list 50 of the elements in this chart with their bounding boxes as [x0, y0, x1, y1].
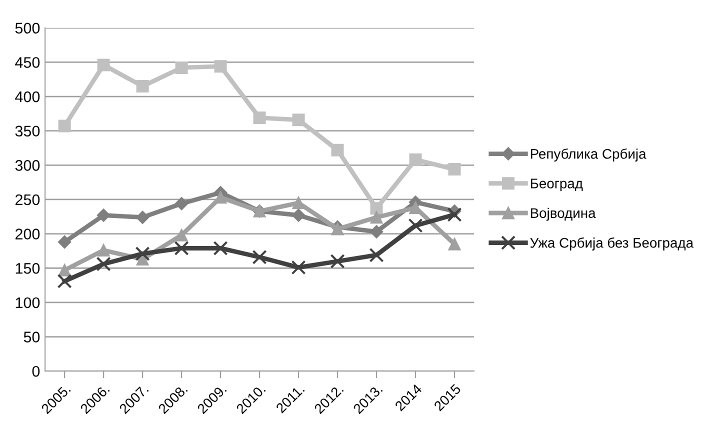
point	[136, 210, 150, 224]
point	[214, 60, 227, 73]
point	[370, 202, 383, 215]
point	[409, 153, 422, 166]
legend-label: Београд	[530, 178, 583, 192]
y-tick-label: 150	[16, 262, 40, 274]
y-tick-label: 200	[15, 228, 40, 240]
point	[174, 240, 189, 256]
point	[97, 58, 110, 72]
y-tick-label: 250	[15, 194, 40, 206]
point	[136, 80, 149, 92]
y-tick-label: 350	[15, 126, 40, 137]
y-tick-label: 500	[15, 22, 40, 34]
point	[291, 260, 306, 275]
point	[175, 228, 188, 242]
point	[292, 208, 306, 222]
point	[370, 211, 383, 224]
point	[292, 196, 305, 210]
y-tick-label: 300	[15, 160, 40, 171]
point	[292, 114, 305, 126]
point	[330, 254, 345, 269]
point	[369, 248, 384, 262]
legend-label: Ужа Србија без Београда	[530, 237, 694, 250]
point	[135, 246, 150, 262]
point	[96, 256, 111, 272]
point	[447, 207, 462, 222]
y-tick-label: 100	[16, 297, 40, 308]
point	[213, 240, 228, 256]
point	[331, 144, 344, 156]
y-tick-label: 0	[32, 366, 40, 377]
point	[448, 238, 461, 250]
point	[58, 120, 71, 132]
point	[97, 244, 110, 257]
y-tick-label: 450	[15, 57, 40, 68]
point	[331, 222, 344, 236]
point	[408, 218, 423, 233]
point	[175, 61, 188, 74]
y-tick-label: 50	[24, 332, 40, 342]
point	[448, 163, 461, 176]
legend-label: Војводина	[530, 208, 596, 221]
y-tick-label: 400	[15, 91, 40, 102]
point	[252, 250, 267, 264]
point	[58, 235, 72, 249]
point	[96, 208, 110, 222]
point	[58, 264, 71, 276]
point	[57, 274, 72, 288]
legend-label: Република Србија	[530, 148, 646, 162]
point	[253, 112, 266, 124]
point	[174, 197, 188, 210]
point	[370, 225, 384, 238]
